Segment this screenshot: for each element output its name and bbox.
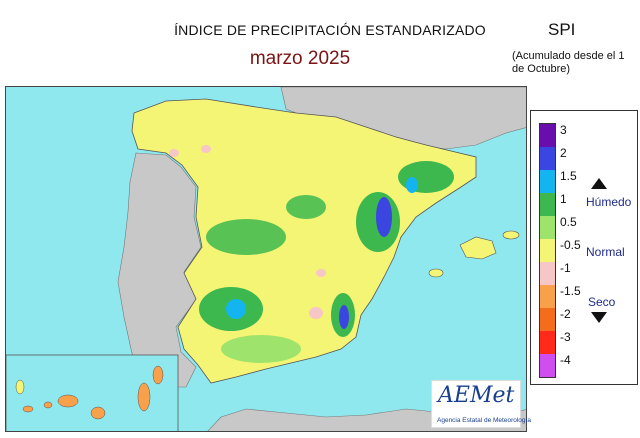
legend-swatch bbox=[540, 308, 555, 331]
dry-arrow-icon bbox=[591, 312, 607, 323]
canary-la-palma bbox=[15, 379, 25, 395]
legend-tick: -3 bbox=[560, 330, 571, 344]
accumulation-note: (Acumulado desde el 1 de Octubre) bbox=[512, 50, 625, 75]
legend-swatch bbox=[540, 193, 555, 216]
legend-tick: -2 bbox=[560, 307, 571, 321]
wet-zone-central bbox=[206, 219, 286, 255]
legend-tick: -4 bbox=[560, 353, 571, 367]
wet-zone-catalonia-core bbox=[406, 177, 418, 193]
legend-swatch bbox=[540, 147, 555, 170]
mallorca bbox=[459, 236, 497, 260]
legend-tick: 1.5 bbox=[560, 169, 577, 183]
spi-map bbox=[5, 86, 527, 432]
wet-zone-south-coast bbox=[221, 335, 301, 363]
legend-swatch bbox=[540, 354, 555, 377]
canary-tenerife bbox=[57, 394, 79, 408]
spi-legend: 3 2 1.5 1 0.5 -0.5 -1 -1.5 -2 -3 -4 Húme… bbox=[530, 110, 638, 385]
wet-arrow-icon bbox=[591, 178, 607, 189]
legend-swatch bbox=[540, 124, 555, 147]
canary-gran-canaria bbox=[90, 406, 106, 420]
menorca bbox=[502, 230, 520, 240]
legend-tick: 3 bbox=[560, 123, 567, 137]
dry-spot-north bbox=[201, 145, 211, 153]
legend-tick: -0.5 bbox=[560, 238, 581, 252]
legend-color-bar bbox=[539, 123, 556, 378]
canary-la-gomera bbox=[43, 401, 53, 409]
canary-inset bbox=[6, 354, 179, 431]
wet-zone-murcia-core bbox=[339, 305, 349, 329]
wet-zone-aragon bbox=[286, 195, 326, 219]
aemet-logo: AEMet Agencia Estatal de Meteorología bbox=[431, 380, 531, 428]
index-name: SPI bbox=[548, 20, 576, 39]
legend-category-normal: Normal bbox=[586, 245, 625, 259]
logo-caption: Agencia Estatal de Meteorología bbox=[437, 417, 531, 424]
wet-zone-andalusia-core bbox=[226, 299, 246, 319]
legend-swatch bbox=[540, 170, 555, 193]
map-subtitle-date: marzo 2025 bbox=[249, 48, 351, 69]
wet-zone-catalonia bbox=[398, 161, 454, 193]
legend-tick: -1.5 bbox=[560, 284, 581, 298]
legend-swatch bbox=[540, 239, 555, 262]
portugal-land bbox=[117, 152, 202, 388]
canary-lanzarote bbox=[152, 365, 164, 385]
logo-wordmark: AEMet bbox=[438, 383, 515, 408]
ibiza bbox=[428, 268, 444, 278]
dry-spot-central bbox=[316, 269, 326, 277]
dry-spot-galicia bbox=[169, 149, 179, 157]
legend-swatch bbox=[540, 262, 555, 285]
legend-category-dry: Seco bbox=[588, 295, 616, 309]
wet-zone-valencia-core bbox=[376, 197, 392, 237]
legend-swatch bbox=[540, 331, 555, 354]
legend-tick: -1 bbox=[560, 261, 571, 275]
legend-swatch bbox=[540, 216, 555, 239]
canary-fuerteventura bbox=[137, 382, 151, 412]
legend-tick: 2 bbox=[560, 146, 567, 160]
legend-category-wet: Húmedo bbox=[586, 195, 632, 209]
legend-tick: 1 bbox=[560, 192, 567, 206]
legend-tick: 0.5 bbox=[560, 215, 577, 229]
map-title: ÍNDICE DE PRECIPITACIÓN ESTANDARIZADO bbox=[174, 22, 486, 38]
dry-spot-southeast bbox=[309, 307, 323, 319]
canary-el-hierro bbox=[22, 405, 34, 413]
legend-swatch bbox=[540, 285, 555, 308]
